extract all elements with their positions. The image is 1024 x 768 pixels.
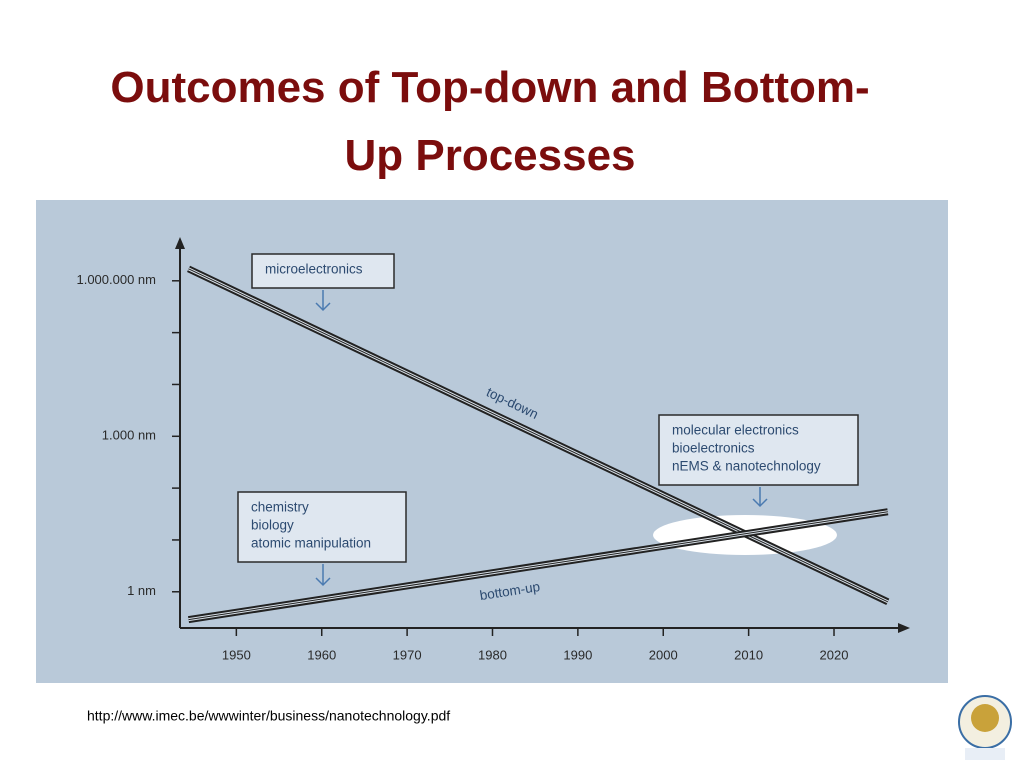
x-tick-label: 1970 bbox=[393, 647, 422, 662]
annotation-text: nEMS & nanotechnology bbox=[672, 459, 821, 474]
annotation-arrow-head bbox=[315, 302, 331, 312]
x-tick-label: 1980 bbox=[478, 647, 507, 662]
x-axis-arrow bbox=[898, 623, 910, 633]
y-tick-label: 1.000 nm bbox=[102, 428, 156, 443]
logo bbox=[958, 695, 1012, 760]
annotation-box bbox=[251, 253, 395, 289]
x-tick-label: 1960 bbox=[307, 647, 336, 662]
annotation-box bbox=[237, 491, 407, 563]
annotation-text: atomic manipulation bbox=[251, 536, 371, 551]
series-line-core bbox=[188, 511, 888, 621]
y-tick-label: 1.000.000 nm bbox=[76, 272, 156, 287]
annotation-text: bioelectronics bbox=[672, 441, 755, 456]
annotation-arrow-head bbox=[315, 577, 331, 587]
annotation-text: microelectronics bbox=[265, 262, 363, 277]
x-tick-label: 2000 bbox=[649, 647, 678, 662]
slide-title: Outcomes of Top-down and Bottom-Up Proce… bbox=[110, 63, 869, 180]
x-tick-label: 2020 bbox=[820, 647, 849, 662]
plot: 1 nm 1.000 nm 1.000.000 nm 1950 1960 1970 1980… bbox=[76, 237, 910, 662]
x-tick-label: 1990 bbox=[563, 647, 592, 662]
source-link: http://www.imec.be/wwwinter/business/nan… bbox=[87, 708, 450, 724]
annotation-text: molecular electronics bbox=[672, 423, 799, 438]
y-tick-label: 1 nm bbox=[127, 583, 156, 598]
annotation-arrow-head bbox=[752, 498, 768, 508]
y-axis-arrow bbox=[175, 237, 185, 249]
x-tick-label: 1950 bbox=[222, 647, 251, 662]
annotation-text: biology bbox=[251, 518, 294, 533]
annotation-text: chemistry bbox=[251, 500, 309, 515]
series-line-core bbox=[188, 268, 889, 603]
annotation-box bbox=[658, 414, 859, 486]
x-tick-label: 2010 bbox=[734, 647, 763, 662]
